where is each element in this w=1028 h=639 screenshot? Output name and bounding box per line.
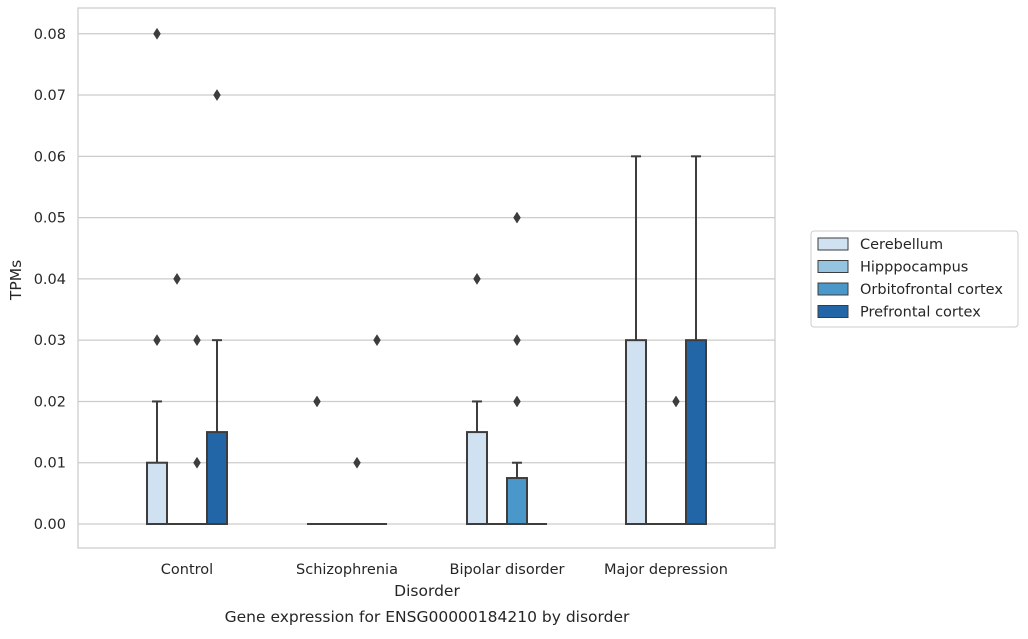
x-axis-label: Disorder <box>394 582 460 600</box>
x-axis-ticks: Control Schizophrenia Bipolar disorder Majo… <box>161 562 728 578</box>
legend-frame <box>810 230 1019 328</box>
box-body <box>625 339 647 525</box>
legend-swatch <box>817 305 849 318</box>
legend: Cerebellum Hipppocampus Orbitofrontal cort… <box>810 230 1019 328</box>
box-body <box>206 431 228 525</box>
y-tick-label: 0.05 <box>34 211 66 227</box>
outlier-point <box>353 456 361 469</box>
outlier-point <box>193 456 201 469</box>
outlier-point <box>193 334 201 347</box>
x-tick-label: Schizophrenia <box>296 562 398 578</box>
legend-swatch <box>817 237 849 251</box>
y-tick-label: 0.03 <box>34 333 66 349</box>
legend-label: Hipppocampus <box>860 260 968 276</box>
outlier-point <box>213 89 221 102</box>
y-tick-label: 0.06 <box>34 149 66 165</box>
box-3-0 <box>625 155 647 525</box>
grid-lines <box>78 33 775 525</box>
box-0-0 <box>146 27 168 525</box>
box-2-2 <box>506 211 528 526</box>
x-tick-label: Bipolar disorder <box>450 562 565 578</box>
box-0-2 <box>187 334 207 525</box>
legend-label: Orbitofrontal cortex <box>860 282 1003 298</box>
legend-swatch <box>817 282 849 296</box>
outlier-point <box>513 395 521 408</box>
box-1-0 <box>307 395 327 525</box>
outlier-point <box>513 211 521 224</box>
y-tick-label: 0.04 <box>34 272 66 288</box>
outlier-point <box>373 334 381 347</box>
outlier-point <box>473 272 481 285</box>
chart-caption: Gene expression for ENSG00000184210 by d… <box>225 608 630 626</box>
legend-swatch <box>817 260 849 273</box>
y-tick-label: 0.07 <box>34 88 66 104</box>
legend-label: Prefrontal cortex <box>860 305 981 321</box>
legend-label: Cerebellum <box>860 237 943 253</box>
box-3-2 <box>666 395 686 525</box>
outlier-point <box>672 395 680 408</box>
y-tick-label: 0.00 <box>34 517 66 533</box>
box-body <box>146 461 168 525</box>
x-tick-label: Control <box>161 562 213 578</box>
box-plots <box>146 27 707 526</box>
box-body <box>685 339 707 525</box>
box-2-0 <box>466 272 488 525</box>
outlier-point <box>153 27 161 40</box>
outlier-point <box>173 272 181 285</box>
y-tick-label: 0.02 <box>34 394 66 410</box>
box-0-3 <box>206 89 228 525</box>
outlier-point <box>153 334 161 347</box>
y-tick-label: 0.01 <box>34 456 66 472</box>
outlier-point <box>313 395 321 408</box>
y-axis-label: TPMs <box>7 260 25 301</box>
x-tick-label: Major depression <box>604 562 728 578</box>
box-body <box>466 431 488 525</box>
y-tick-label: 0.08 <box>34 27 66 43</box>
y-axis-ticks: 0.00 0.01 0.02 0.03 0.04 0.05 0.06 0.07 0.08 <box>34 27 66 533</box>
box-body <box>506 477 528 526</box>
plot-frame <box>77 7 776 549</box>
box-1-2 <box>347 456 367 525</box>
outlier-point <box>513 334 521 347</box>
box-0-1 <box>167 272 187 525</box>
box-3-3 <box>685 155 707 525</box>
box-1-3 <box>367 334 387 525</box>
